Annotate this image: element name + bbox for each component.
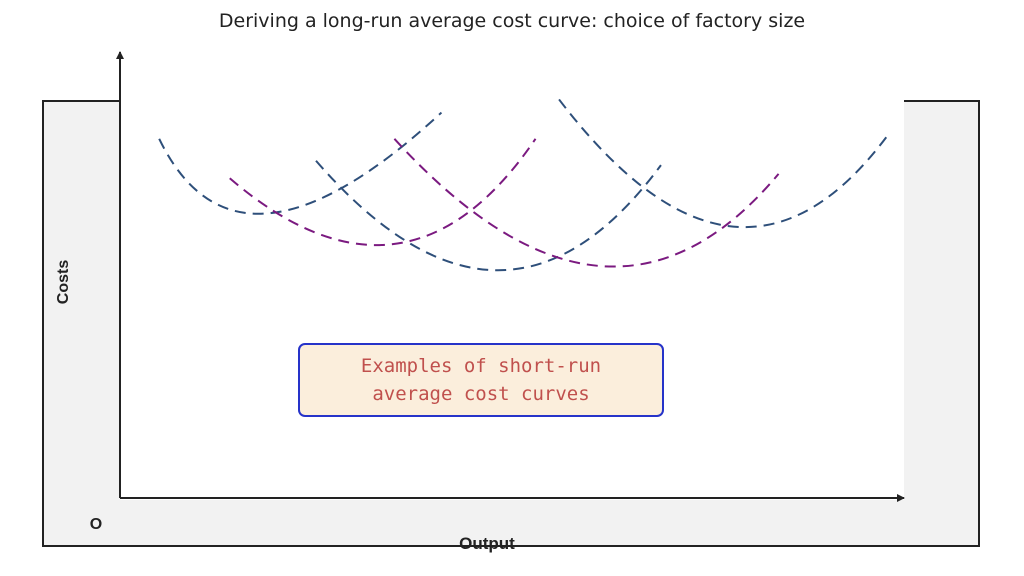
short-run-cost-curves <box>158 98 890 272</box>
short-run-cost-curve-4 <box>393 138 780 268</box>
short-run-cost-curve-5 <box>558 98 890 229</box>
page-title: Deriving a long-run average cost curve: … <box>218 10 806 32</box>
origin-label: O <box>89 516 103 533</box>
short-run-cost-curve-1 <box>158 111 443 215</box>
y-axis-label: Costs <box>55 259 72 305</box>
callout-box: Examples of short-run average cost curve… <box>298 343 664 417</box>
x-axis-label: Output <box>459 534 515 553</box>
short-run-cost-curve-3 <box>315 160 662 272</box>
plot-area <box>120 60 904 500</box>
short-run-cost-curve-2 <box>229 138 537 247</box>
